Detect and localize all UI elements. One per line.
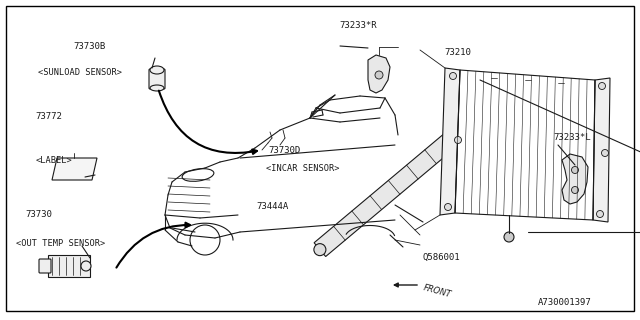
- Circle shape: [572, 187, 579, 194]
- Bar: [48, 255, 90, 277]
- Circle shape: [454, 137, 461, 143]
- Polygon shape: [314, 133, 456, 257]
- Circle shape: [81, 261, 91, 271]
- Polygon shape: [52, 158, 97, 180]
- Text: 73233*R: 73233*R: [339, 21, 377, 30]
- Circle shape: [504, 232, 514, 242]
- Circle shape: [572, 166, 579, 173]
- Circle shape: [314, 244, 326, 256]
- Text: <SUNLOAD SENSOR>: <SUNLOAD SENSOR>: [38, 68, 122, 76]
- Text: 73444A: 73444A: [256, 202, 288, 211]
- Circle shape: [375, 71, 383, 79]
- Polygon shape: [593, 78, 610, 222]
- Text: <LABEL>: <LABEL>: [35, 156, 72, 164]
- Text: FRONT: FRONT: [422, 283, 452, 299]
- FancyBboxPatch shape: [39, 259, 51, 273]
- Circle shape: [596, 211, 604, 218]
- Text: A730001397: A730001397: [538, 298, 591, 307]
- Ellipse shape: [150, 85, 164, 91]
- Circle shape: [602, 149, 609, 156]
- Polygon shape: [440, 68, 460, 215]
- Polygon shape: [562, 154, 588, 204]
- Text: 73730: 73730: [26, 210, 52, 219]
- Text: 73772: 73772: [35, 112, 62, 121]
- Circle shape: [449, 73, 456, 79]
- Circle shape: [598, 83, 605, 90]
- Text: 73233*L: 73233*L: [554, 133, 591, 142]
- Ellipse shape: [150, 66, 164, 74]
- Text: <INCAR SENSOR>: <INCAR SENSOR>: [266, 164, 339, 172]
- Circle shape: [445, 204, 451, 211]
- Text: 73210: 73210: [445, 48, 472, 57]
- FancyBboxPatch shape: [149, 69, 165, 89]
- Text: <OUT TEMP SENSOR>: <OUT TEMP SENSOR>: [16, 239, 105, 248]
- Text: 73730B: 73730B: [74, 42, 106, 51]
- Text: 73730D: 73730D: [269, 146, 301, 155]
- Text: Q586001: Q586001: [422, 253, 460, 262]
- Polygon shape: [368, 55, 390, 93]
